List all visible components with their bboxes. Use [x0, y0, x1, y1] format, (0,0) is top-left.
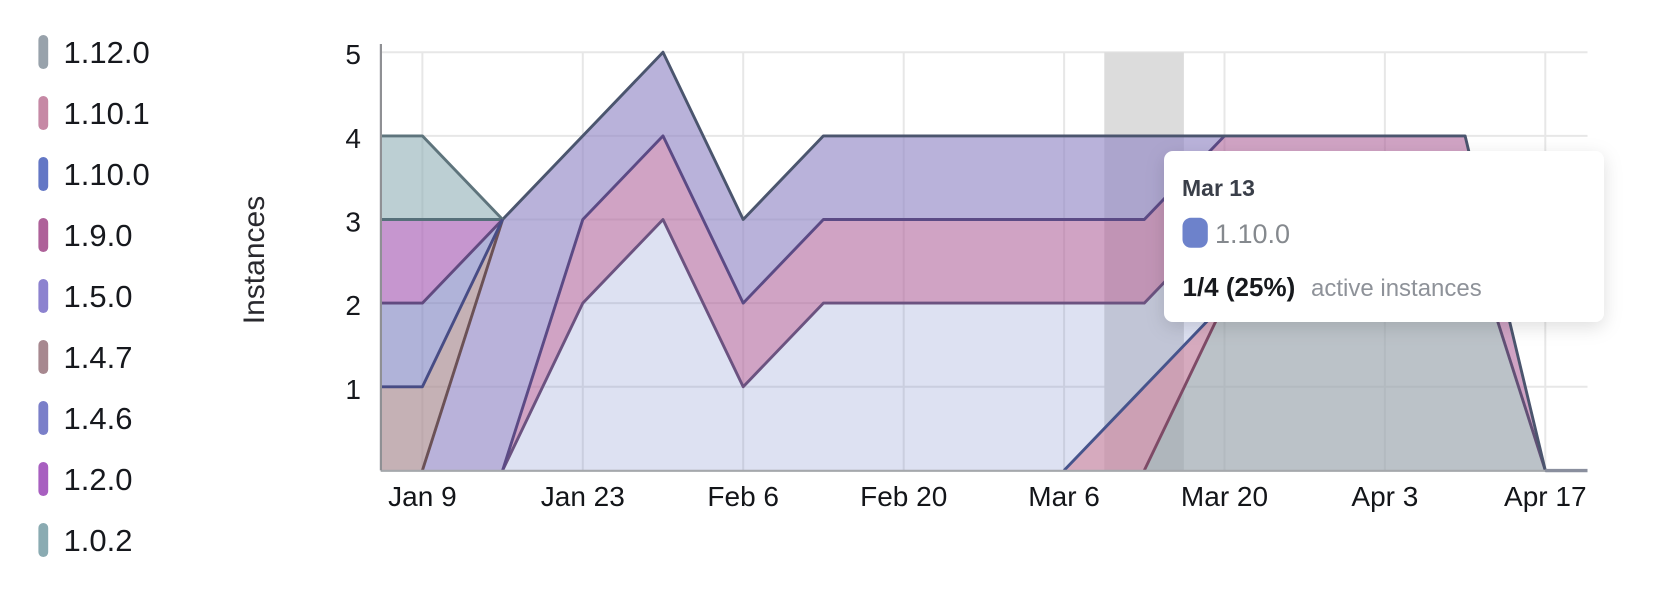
svg-text:1.4.7: 1.4.7	[64, 340, 133, 375]
svg-text:1/4 (25%): 1/4 (25%)	[1183, 272, 1296, 302]
svg-text:Instances: Instances	[238, 196, 271, 324]
svg-text:Feb 6: Feb 6	[707, 481, 779, 512]
svg-text:Jan 23: Jan 23	[541, 481, 625, 512]
svg-text:1.10.1: 1.10.1	[64, 96, 150, 131]
svg-text:Mar 20: Mar 20	[1181, 481, 1268, 512]
svg-text:Mar 6: Mar 6	[1028, 481, 1100, 512]
svg-text:1: 1	[345, 374, 361, 405]
svg-text:Apr 17: Apr 17	[1504, 481, 1587, 512]
svg-text:Feb 20: Feb 20	[860, 481, 947, 512]
svg-text:1.5.0: 1.5.0	[64, 279, 133, 314]
svg-text:4: 4	[345, 123, 361, 154]
svg-text:1.0.2: 1.0.2	[64, 523, 133, 558]
svg-text:5: 5	[345, 39, 361, 70]
svg-text:1.10.0: 1.10.0	[64, 157, 150, 192]
svg-text:Jan 9: Jan 9	[388, 481, 457, 512]
svg-text:1.2.0: 1.2.0	[64, 462, 133, 497]
svg-text:1.10.0: 1.10.0	[1215, 219, 1290, 249]
svg-text:Mar 13: Mar 13	[1182, 175, 1255, 201]
svg-text:1.12.0: 1.12.0	[64, 35, 150, 70]
svg-text:1.4.6: 1.4.6	[64, 401, 133, 436]
svg-text:3: 3	[345, 207, 361, 238]
svg-text:active instances: active instances	[1311, 275, 1482, 302]
svg-text:1.9.0: 1.9.0	[64, 218, 133, 253]
svg-text:Apr 3: Apr 3	[1351, 481, 1418, 512]
svg-text:2: 2	[345, 290, 361, 321]
